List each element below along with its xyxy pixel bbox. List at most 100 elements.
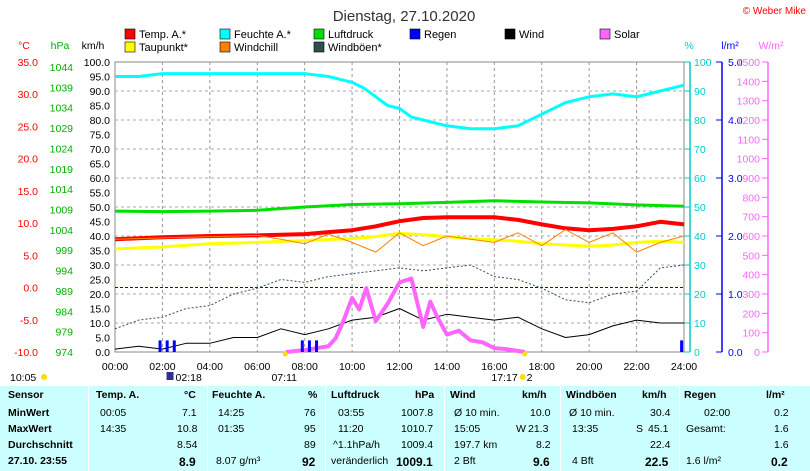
rain-tick-label: 1.0 — [728, 289, 743, 301]
solar-tick-label: 1500 — [737, 57, 761, 69]
humidity-tick-label: 10 — [694, 318, 706, 330]
temp-tick-label: -10.0 — [14, 347, 38, 359]
hdr-wind-unit: km/h — [522, 389, 547, 401]
x-tick-label: 18:00 — [529, 361, 555, 373]
rain-bar — [300, 340, 304, 352]
stats-max-row: MaxWert 14:35 10.8 01:35 95 11:20 1010.7… — [0, 423, 810, 438]
x-tick-label: 20:00 — [576, 361, 602, 373]
x-tick-label: 04:00 — [197, 361, 223, 373]
series-line — [114, 199, 685, 214]
sunset-label: 17:17 — [491, 372, 517, 384]
legend-swatch — [124, 41, 136, 53]
solar-tick-label: 1200 — [737, 115, 761, 127]
plot-area — [114, 72, 685, 354]
avg-gust: 22.4 — [650, 439, 671, 451]
humidity-tick-label: 70 — [694, 144, 706, 156]
current-abs-hum: 8.07 g/m³ — [216, 455, 261, 467]
solar-tick-label: 900 — [742, 173, 760, 185]
avg-hum: 89 — [304, 439, 316, 451]
sun-markers: 10:05 02:18 07:11 17:17 2 — [10, 351, 533, 384]
min-press: 1007.8 — [401, 407, 434, 419]
max-temp: 10.8 — [177, 423, 198, 435]
solar-tick-label: 1000 — [737, 154, 761, 166]
min-rain: 0.2 — [774, 407, 789, 419]
solar-tick-label: 600 — [742, 231, 760, 243]
axes: 00:00 02:00 04:00 06:00 08:00 10:00 12:00 14:00… — [14, 40, 784, 373]
wind-tick-label: 75.0 — [90, 130, 111, 142]
pressure-tick-label: 979 — [55, 327, 73, 339]
wind-tick-label: 50.0 — [90, 202, 111, 214]
sunrise-marker — [282, 351, 288, 357]
legend-label: Windchill — [234, 42, 278, 54]
current-temp: 8.9 — [179, 455, 196, 469]
min-temp: 7.1 — [182, 407, 197, 419]
avg-wind: 8.2 — [536, 439, 551, 451]
humidity-tick-label: 0 — [694, 347, 700, 359]
sun-icon — [41, 374, 47, 380]
solar-tick-label: 100 — [742, 328, 760, 340]
wind-tick-label: 100.0 — [84, 57, 110, 69]
temp-tick-label: 15.0 — [18, 186, 39, 198]
stats-table: Sensor Temp. A. °C Feuchte A. % Luftdruc… — [0, 386, 810, 471]
max-gust-time: 13:35 — [572, 423, 599, 435]
max-press-time: 11:20 — [338, 423, 364, 435]
series-line — [285, 276, 526, 354]
x-tick-label: 12:00 — [386, 361, 412, 373]
weather-chart: Dienstag, 27.10.2020 © Weber Mike Temp. … — [10, 6, 807, 384]
current-press-trend: veränderlich — [331, 455, 389, 467]
max-wind-time: 15:05 — [454, 423, 481, 435]
legend: Temp. A.* Feuchte A.* Luftdruck Regen Wind So… — [124, 28, 640, 54]
wind-tick-label: 90.0 — [90, 86, 111, 98]
pressure-tick-label: 1039 — [50, 82, 74, 94]
solar-tick-label: 300 — [742, 289, 760, 301]
max-hum-time: 01:35 — [218, 423, 245, 435]
wind-tick-label: 30.0 — [90, 260, 111, 272]
wind-tick-label: 55.0 — [90, 188, 111, 200]
min-wind: 10.0 — [530, 407, 551, 419]
x-tick-label: 10:00 — [339, 361, 365, 373]
rain-bar — [172, 340, 176, 352]
legend-label: Regen — [424, 29, 456, 41]
max-rain: 1.6 — [774, 423, 789, 435]
x-tick-label: 00:00 — [102, 361, 128, 373]
series-line — [114, 308, 684, 350]
min-gust: 30.4 — [650, 407, 671, 419]
legend-label: Wind — [519, 29, 544, 41]
wind-tick-label: 25.0 — [90, 275, 111, 287]
pressure-tick-label: 974 — [55, 347, 73, 359]
rain-tick-label: 5.0 — [728, 57, 743, 69]
humidity-tick-label: 40 — [694, 231, 706, 243]
legend-label: Luftdruck — [328, 29, 374, 41]
x-tick-label: 24:00 — [671, 361, 697, 373]
wind-tick-label: 45.0 — [90, 217, 111, 229]
rain-tick-label: 4.0 — [728, 115, 743, 127]
max-gust: 45.1 — [648, 423, 669, 435]
avg-press: 1009.4 — [401, 439, 434, 451]
stats-min-row: MinWert 00:05 7.1 14:25 76 03:55 1007.8 … — [0, 407, 810, 422]
rain-bar — [680, 340, 684, 352]
pressure-tick-label: 1004 — [50, 225, 74, 237]
chart-title: Dienstag, 27.10.2020 — [333, 8, 476, 25]
pressure-tick-label: 989 — [55, 286, 73, 298]
hdr-wind: Wind — [450, 389, 476, 401]
avg-press-trend: ^1.1hPa/h — [333, 439, 380, 451]
min-wind-label: Ø 10 min. — [454, 407, 500, 419]
hdr-hum: Feuchte A. — [212, 389, 266, 401]
legend-label: Taupunkt* — [139, 42, 189, 54]
pressure-tick-label: 984 — [55, 306, 73, 318]
temp-tick-label: 30.0 — [18, 89, 39, 101]
max-temp-time: 14:35 — [100, 423, 127, 435]
rain-bar — [165, 340, 169, 352]
stats-current-row: 27.10. 23:55 8.9 8.07 g/m³ 92 veränderli… — [0, 455, 810, 470]
avg-rain: 1.6 — [774, 439, 789, 451]
hdr-gust-unit: km/h — [642, 389, 667, 401]
series-line — [114, 229, 685, 253]
current-wind: 9.6 — [533, 455, 550, 469]
avg-wind-distance: 197.7 km — [454, 439, 498, 451]
avg-temp: 8.54 — [177, 439, 198, 451]
solar-tick-label: 0 — [754, 347, 760, 359]
max-rain-label: Gesamt: — [686, 423, 726, 435]
stats-avg-row: Durchschnitt 8.54 89 ^1.1hPa/h 1009.4 19… — [0, 439, 810, 454]
min-hum-time: 14:25 — [218, 407, 245, 419]
legend-label: Feuchte A.* — [234, 29, 292, 41]
